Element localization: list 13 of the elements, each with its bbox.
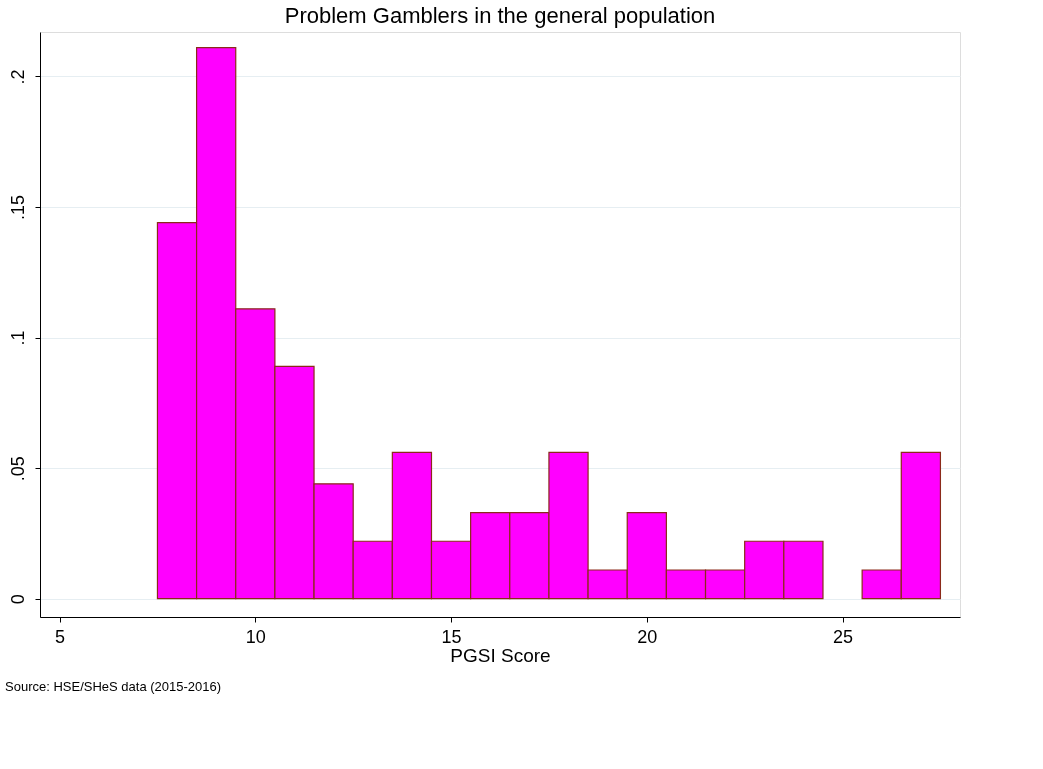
- x-axis-title: PGSI Score: [450, 644, 551, 666]
- y-tick-label: .2: [7, 69, 28, 85]
- y-tick-label: .1: [7, 330, 28, 346]
- x-tick-label: 10: [245, 626, 266, 647]
- x-tick-label: 25: [833, 626, 854, 647]
- x-tick-label: 20: [637, 626, 658, 647]
- y-tick-label: 0: [7, 594, 28, 605]
- chart-title: Problem Gamblers in the general population: [284, 3, 716, 28]
- source-note: Source: HSE/SHeS data (2015-2016): [5, 679, 222, 694]
- x-tick-label: 5: [55, 626, 66, 647]
- x-tick-label: 15: [441, 626, 462, 647]
- y-tick-label: .05: [7, 456, 28, 482]
- y-tick-label: .15: [7, 194, 28, 220]
